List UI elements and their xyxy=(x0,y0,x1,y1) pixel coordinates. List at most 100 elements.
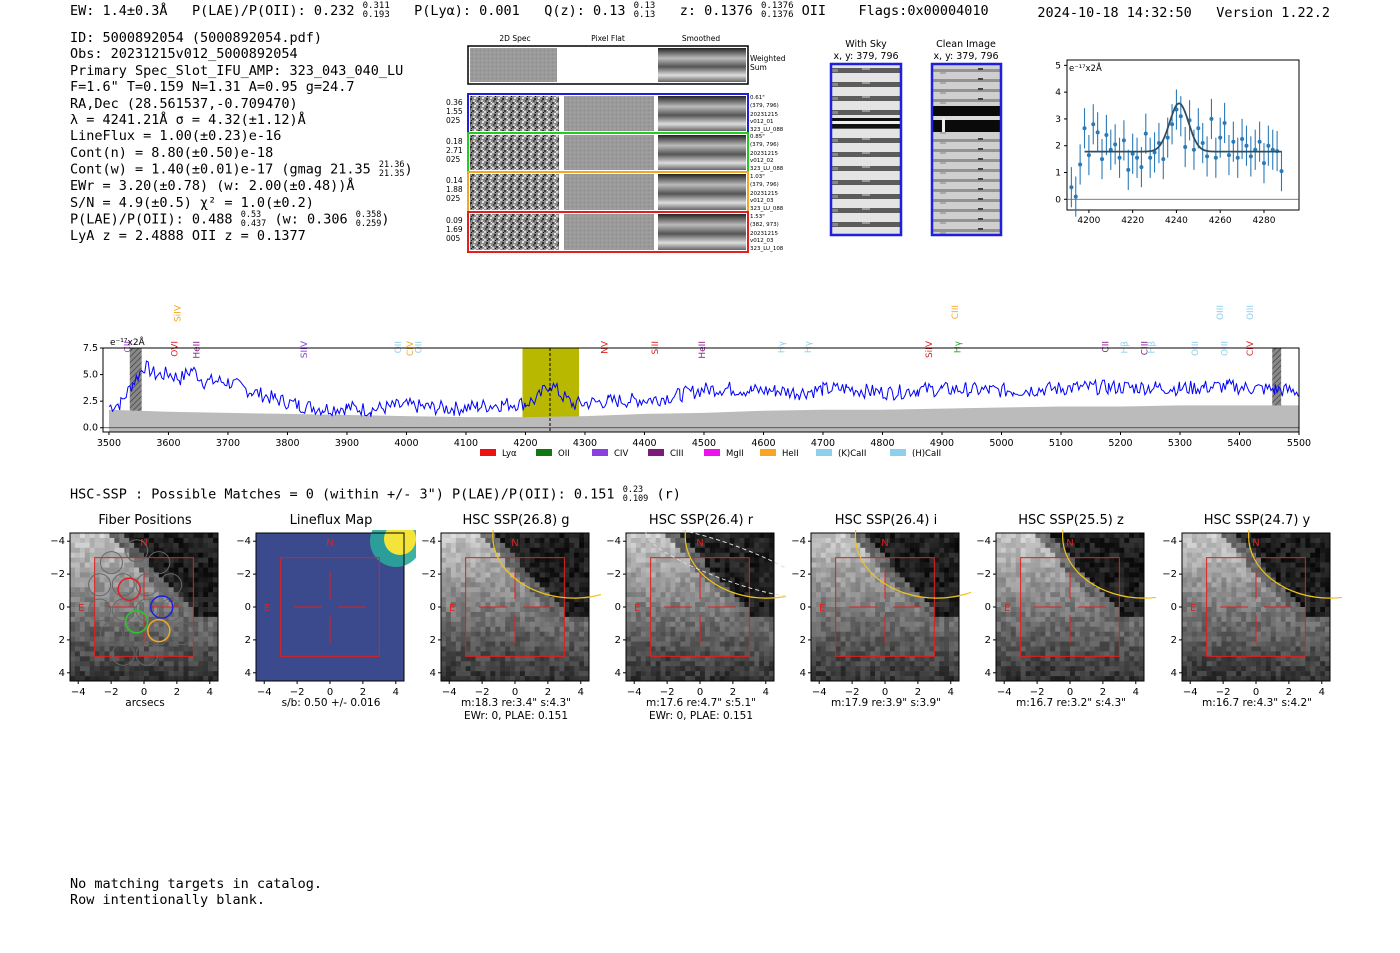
hsc-summary-text: HSC-SSP : Possible Matches = 0 (within +… xyxy=(70,486,615,503)
spectrum-ytick-label: 5.0 xyxy=(83,370,98,381)
east-label: E xyxy=(634,603,640,614)
cutout-xtick-label: −2 xyxy=(104,687,119,698)
north-label: N xyxy=(140,538,147,549)
cutout-ytick-label: 0 xyxy=(615,602,621,613)
weighted-2d xyxy=(470,48,557,82)
fit-xtick-label: 4200 xyxy=(1077,216,1100,226)
legend-swatch xyxy=(760,449,776,456)
clean-image xyxy=(930,62,1003,237)
legend-label: MgII xyxy=(726,449,744,459)
spectrum-xtick-label: 4400 xyxy=(632,438,656,449)
cutout-title: HSC SSP(24.7) y xyxy=(1203,513,1311,528)
north-label: N xyxy=(1066,538,1073,549)
version: Version 1.22.2 xyxy=(1216,5,1330,21)
cutout-xtick-label: −2 xyxy=(1216,687,1231,698)
fit-point xyxy=(1117,155,1122,160)
info-lyaz: LyA z = 2.4888 OII z = 0.1377 xyxy=(70,228,306,245)
spec2d-row-1: 0.36 1.55 025 0.61" (379, 796) 20231215 … xyxy=(446,93,784,134)
spectrum-xtick-label: 4800 xyxy=(870,438,894,449)
fit-point xyxy=(1139,165,1144,170)
info-id: ID: 5000892054 (5000892054.pdf) xyxy=(70,30,322,46)
cutout-ytick-label: −4 xyxy=(421,536,436,547)
lineflux-blob-core xyxy=(384,530,416,555)
cutout-ytick-label: −4 xyxy=(606,536,621,547)
east-label: E xyxy=(78,603,84,614)
cutout-ytick-label: 0 xyxy=(800,602,806,613)
spectrum-ytick-label: 2.5 xyxy=(83,396,98,407)
cutout-xtick-label: 0 xyxy=(1253,687,1259,698)
spectral-line-label: SIIV xyxy=(300,340,310,358)
hsc-hi: 0.23 xyxy=(622,485,644,495)
cutout-xtick-label: −2 xyxy=(845,687,860,698)
fit-point xyxy=(1095,130,1100,135)
fit-point xyxy=(1191,147,1196,152)
fiber-circle-green xyxy=(124,610,149,634)
row2-right-1: (379, 796) xyxy=(750,142,779,148)
spectral-line-marker: Hγ xyxy=(953,340,963,353)
fit-point xyxy=(1100,157,1105,162)
spectral-line-marker: OII xyxy=(394,341,404,353)
cutout-ytick-label: 2 xyxy=(615,635,621,646)
cutout-xtick-label: 4 xyxy=(1133,687,1139,698)
spec2d-row-4: 0.09 1.69 005 1.53" (382, 973) 20231215 … xyxy=(446,211,784,253)
cutout-ytick-label: 0 xyxy=(430,602,436,613)
cutout-ytick-label: 0 xyxy=(1171,602,1177,613)
cutout-xtick-label: −2 xyxy=(475,687,490,698)
fit-point xyxy=(1152,150,1157,155)
galaxy-ellipse xyxy=(684,530,786,599)
east-label: E xyxy=(819,603,825,614)
cutout-caption: m:16.7 re:4.3" s:4.2" xyxy=(1202,697,1312,709)
cutout-caption: EWr: 0, PLAE: 0.151 xyxy=(463,710,569,722)
qz-hi: 0.13 xyxy=(633,1,656,11)
spectrum-xtick-label: 5100 xyxy=(1049,438,1073,449)
cutout-xtick-label: −4 xyxy=(442,687,457,698)
fit-point xyxy=(1091,122,1096,127)
qz-value: Q(z): 0.13 xyxy=(544,3,626,19)
legend-swatch xyxy=(648,449,664,456)
row1-left-0: 0.36 xyxy=(446,98,463,107)
legend-label: (K)CaII xyxy=(838,449,866,459)
legend-label: CIII xyxy=(670,449,683,459)
fit-point xyxy=(1257,139,1262,144)
fiber-circle xyxy=(147,551,171,575)
cutout-ytick-label: 4 xyxy=(430,668,436,679)
info-obs: Obs: 20231215v012_5000892054 xyxy=(70,46,298,63)
fit-ytick-label: 0 xyxy=(1055,195,1061,205)
plae-hi: 0.311 xyxy=(362,1,390,11)
fit-point xyxy=(1226,153,1231,158)
spectral-line-marker: CII xyxy=(1102,341,1112,353)
cutout-ytick-label: 4 xyxy=(615,668,621,679)
fit-point xyxy=(1143,131,1148,136)
plae2-w: (w: 0.306 xyxy=(274,211,348,228)
fiber-circle-blue xyxy=(150,595,174,619)
fit-point xyxy=(1240,137,1245,142)
fit-point xyxy=(1196,126,1201,131)
fit-point xyxy=(1126,167,1131,172)
cutout-caption: m:17.9 re:3.9" s:3.9" xyxy=(831,697,941,709)
clean-image-coords: x, y: 379, 796 xyxy=(933,51,998,62)
spectrum-xtick-label: 4000 xyxy=(394,438,418,449)
spectral-line-marker: OIII xyxy=(1246,305,1256,320)
cutout-xtick-label: −4 xyxy=(812,687,827,698)
cutout-ytick-label: 4 xyxy=(245,668,251,679)
fit-point xyxy=(1209,116,1214,121)
footer-line-2: Row intentionally blank. xyxy=(70,892,266,908)
cutout-aperture-box xyxy=(1206,557,1306,657)
hsc-band: (r) xyxy=(656,486,681,503)
cutout-xtick-label: 2 xyxy=(915,687,921,698)
row4-right-1: (382, 973) xyxy=(750,222,779,228)
row4-right-3: v012_03 xyxy=(750,238,774,244)
legend-label: (H)CaII xyxy=(912,449,941,459)
cutout-ytick-label: −4 xyxy=(50,536,65,547)
cutout-ytick-label: 2 xyxy=(430,635,436,646)
fit-ytick-label: 1 xyxy=(1055,169,1061,179)
cutout-caption: m:16.7 re:3.2" s:4.3" xyxy=(1016,697,1126,709)
z-value: z: 0.1376 xyxy=(679,3,753,19)
spectrum-xtick-label: 5400 xyxy=(1227,438,1251,449)
cutout-ytick-label: 2 xyxy=(245,635,251,646)
fit-point xyxy=(1178,114,1183,119)
spectral-line-label: Hγ xyxy=(953,340,963,353)
cutout-ytick-label: 2 xyxy=(59,635,65,646)
cutout-ytick-label: 0 xyxy=(985,602,991,613)
fit-point xyxy=(1130,151,1135,156)
